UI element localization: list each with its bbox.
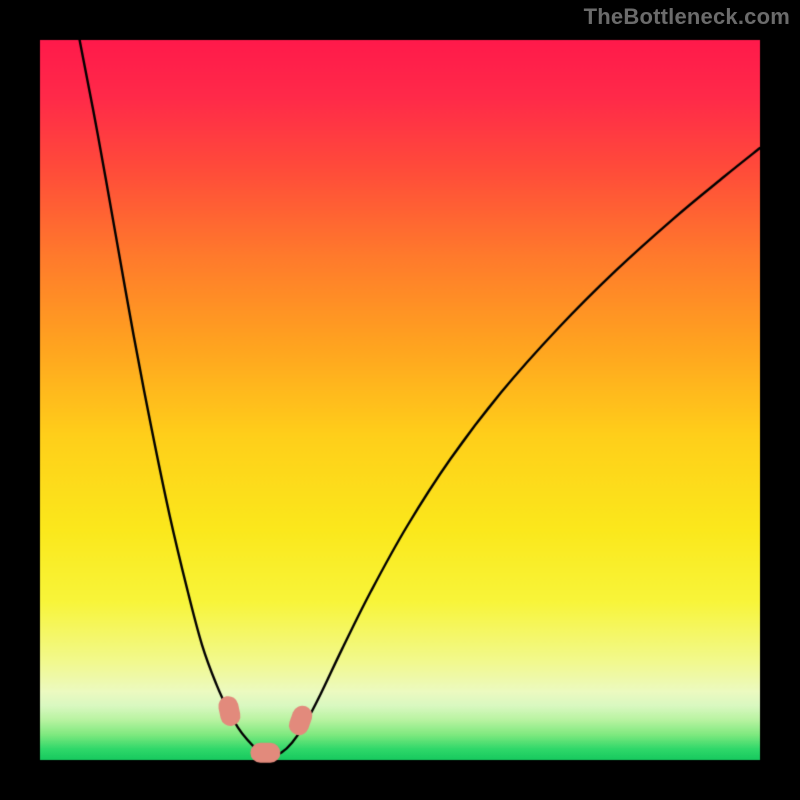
- chart-stage: TheBottleneck.com: [0, 0, 800, 800]
- watermark-text: TheBottleneck.com: [584, 4, 790, 30]
- bottleneck-curve-canvas: [0, 0, 800, 800]
